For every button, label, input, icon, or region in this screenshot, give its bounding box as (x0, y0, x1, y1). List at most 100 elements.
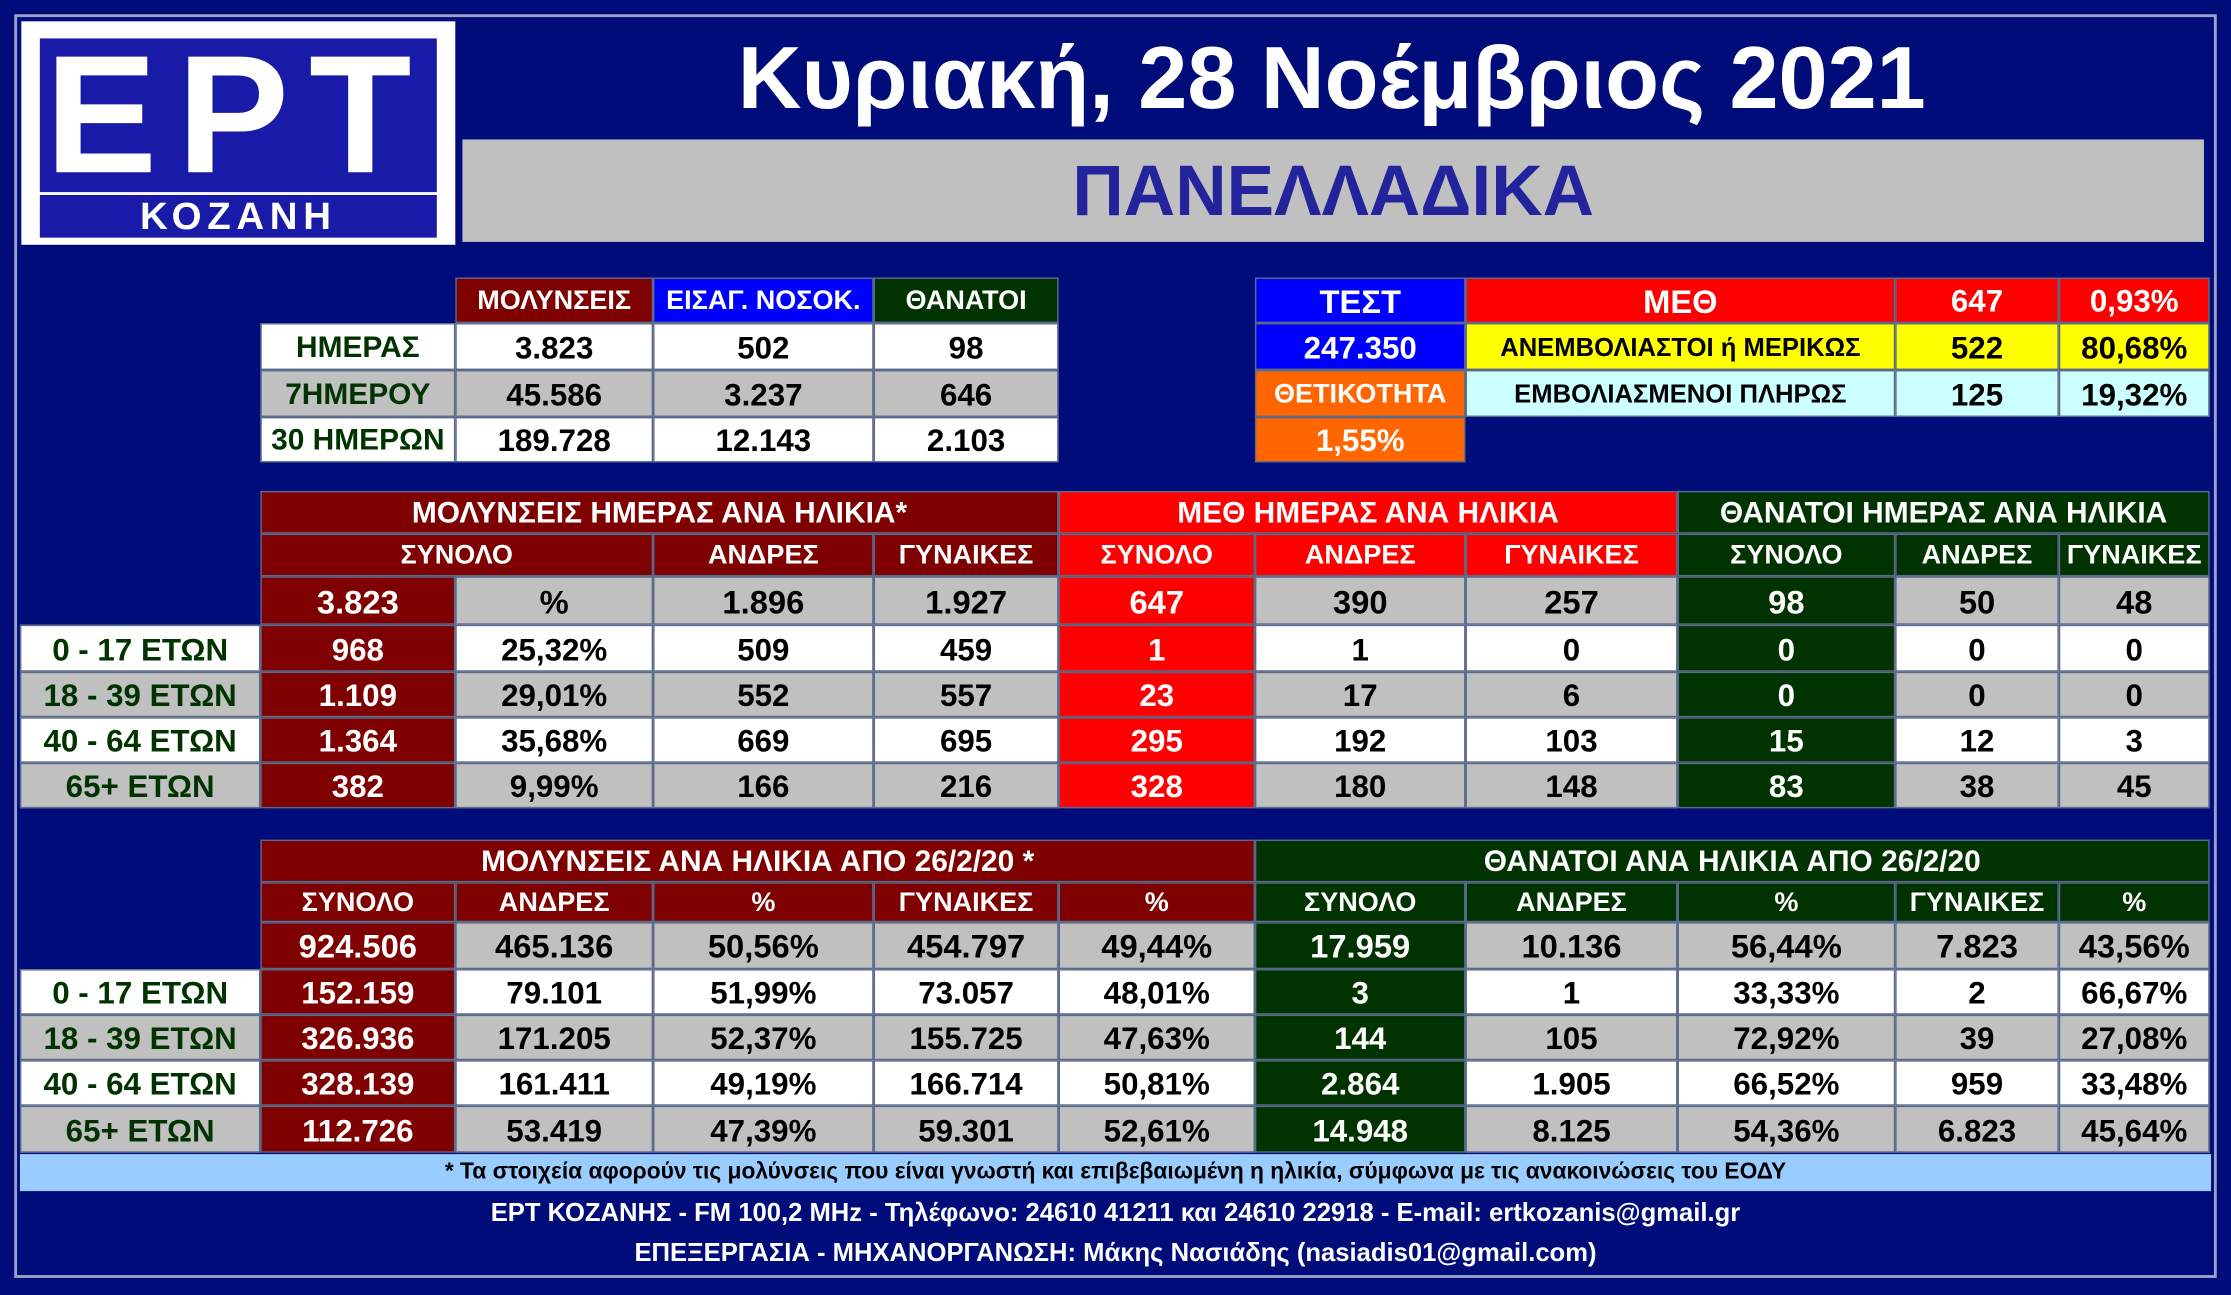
daily-value-cell: 180 (1254, 762, 1466, 809)
daily-value-cell: 166 (653, 762, 874, 809)
daily-value-cell: 328 (1058, 762, 1255, 809)
cumulative-value-cell: 73.057 (873, 969, 1059, 1015)
daily-age-label: 0 - 17 ΕΤΩΝ (19, 624, 261, 672)
daily-value-cell: 459 (873, 624, 1059, 672)
cumulative-value-cell: 161.411 (455, 1060, 654, 1106)
cumulative-total-cell: 17.959 (1254, 922, 1466, 970)
daily-value-cell: 17 (1254, 671, 1466, 718)
cumulative-value-cell: 27,08% (2058, 1014, 2210, 1061)
summary-header-cell: ΜΟΛΥΝΣΕΙΣ (455, 277, 654, 324)
icu-unvaccinated: 522 (1895, 323, 2059, 371)
daily-value-cell: 968 (260, 624, 456, 672)
daily-value-cell: 0 (1677, 671, 1896, 718)
daily-value-cell: 0 (1895, 671, 2059, 718)
daily-deaths-header: ΘΑΝΑΤΟΙ ΗΜΕΡΑΣ ΑΝΑ ΗΛΙΚΙΑ (1677, 490, 2210, 534)
daily-total-cell: 390 (1254, 576, 1466, 625)
cumulative-subheader-cell: ΣΥΝΟΛΟ (260, 882, 456, 923)
icu-vaccinated-label: ΕΜΒΟΛΙΑΣΜΕΝΟΙ ΠΛΗΡΩΣ (1465, 370, 1896, 417)
cumulative-value-cell: 52,37% (653, 1014, 874, 1061)
contact-line: ΕΡΤ ΚΟΖΑΝΗΣ - FM 100,2 MHz - Τηλέφωνο: 2… (490, 1198, 1741, 1227)
daily-value-cell: 552 (653, 671, 874, 718)
cumulative-value-cell: 1 (1465, 969, 1678, 1015)
credits-line: ΕΠΕΞΕΡΓΑΣΙΑ - ΜΗΧΑΝΟΡΓΑΝΩΣΗ: Μάκης Νασιά… (634, 1238, 1597, 1267)
cumulative-age-label: 65+ ΕΤΩΝ (19, 1105, 261, 1153)
icu-unvaccinated-pct: 80,68% (2058, 323, 2210, 371)
daily-sub-men: ΑΝΔΡΕΣ (653, 533, 874, 577)
icu-unvaccinated-label: ΑΝΕΜΒΟΛΙΑΣΤΟΙ ή ΜΕΡΙΚΩΣ (1465, 323, 1896, 371)
daily-value-cell: 192 (1254, 717, 1466, 763)
daily-age-label: 40 - 64 ΕΤΩΝ (19, 717, 261, 763)
cumulative-infections-header: ΜΟΛΥΝΣΕΙΣ ΑΝΑ ΗΛΙΚΙΑ ΑΠΟ 26/2/20 * (260, 839, 1255, 883)
cumulative-total-cell: 49,44% (1058, 922, 1255, 970)
cumulative-subheader-cell: ΑΝΔΡΕΣ (1465, 882, 1678, 923)
board-frame (14, 14, 2217, 1278)
cumulative-value-cell: 6.823 (1895, 1105, 2059, 1153)
test-value: 247.350 (1254, 323, 1466, 371)
summary-header-cell: ΘΑΝΑΤΟΙ (873, 277, 1059, 324)
cumulative-value-cell: 53.419 (455, 1105, 654, 1153)
cumulative-age-label: 40 - 64 ΕΤΩΝ (19, 1060, 261, 1106)
cumulative-value-cell: 171.205 (455, 1014, 654, 1061)
logo-sub-text: ΚΟΖΑΝΗ (39, 194, 437, 238)
icu-vaccinated-pct: 19,32% (2058, 370, 2210, 417)
positivity-value: 1,55% (1254, 416, 1466, 463)
cumulative-value-cell: 152.159 (260, 969, 456, 1015)
daily-value-cell: 45 (2058, 762, 2210, 809)
daily-value-cell: 1 (1058, 624, 1255, 672)
cumulative-value-cell: 326.936 (260, 1014, 456, 1061)
summary-value-cell: 502 (653, 323, 874, 371)
daily-value-cell: 83 (1677, 762, 1896, 809)
ert-kozani-logo: ΕΡΤ ΚΟΖΑΝΗ (21, 21, 456, 245)
summary-value-cell: 12.143 (653, 416, 874, 463)
summary-value-cell: 45.586 (455, 370, 654, 417)
cumulative-value-cell: 14.948 (1254, 1105, 1466, 1153)
icu-label: ΜΕΘ (1465, 277, 1896, 324)
summary-value-cell: 646 (873, 370, 1059, 417)
daily-icu-sub-women: ΓΥΝΑΙΚΕΣ (1465, 533, 1678, 577)
daily-icu-sub-men: ΑΝΔΡΕΣ (1254, 533, 1466, 577)
region-title: ΠΑΝΕΛΛΑΔΙΚΑ (462, 139, 2204, 242)
cumulative-value-cell: 51,99% (653, 969, 874, 1015)
cumulative-subheader-cell: % (1058, 882, 1255, 923)
cumulative-value-cell: 66,52% (1677, 1060, 1896, 1106)
cumulative-value-cell: 2.864 (1254, 1060, 1466, 1106)
summary-value-cell: 98 (873, 323, 1059, 371)
daily-value-cell: 509 (653, 624, 874, 672)
cumulative-value-cell: 47,39% (653, 1105, 874, 1153)
summary-value-cell: 189.728 (455, 416, 654, 463)
daily-total-cell: 98 (1677, 576, 1896, 625)
daily-total-cell: 257 (1465, 576, 1678, 625)
cumulative-value-cell: 959 (1895, 1060, 2059, 1106)
daily-value-cell: 15 (1677, 717, 1896, 763)
logo-main-text: ΕΡΤ (39, 31, 437, 199)
daily-value-cell: 669 (653, 717, 874, 763)
daily-death-sub-total: ΣΥΝΟΛΟ (1677, 533, 1896, 577)
summary-row-label: 30 ΗΜΕΡΩΝ (260, 416, 456, 463)
daily-total-cell: 647 (1058, 576, 1255, 625)
daily-sub-women: ΓΥΝΑΙΚΕΣ (873, 533, 1059, 577)
test-label: ΤΕΣΤ (1254, 277, 1466, 324)
summary-value-cell: 3.237 (653, 370, 874, 417)
daily-icu-header: ΜΕΘ ΗΜΕΡΑΣ ΑΝΑ ΗΛΙΚΙΑ (1058, 490, 1678, 534)
cumulative-value-cell: 79.101 (455, 969, 654, 1015)
cumulative-total-cell: 43,56% (2058, 922, 2210, 970)
cumulative-total-cell: 7.823 (1895, 922, 2059, 970)
daily-sub-total: ΣΥΝΟΛΟ (260, 533, 654, 577)
cumulative-value-cell: 105 (1465, 1014, 1678, 1061)
cumulative-total-cell: 465.136 (455, 922, 654, 970)
cumulative-value-cell: 50,81% (1058, 1060, 1255, 1106)
cumulative-value-cell: 45,64% (2058, 1105, 2210, 1153)
daily-value-cell: 1.364 (260, 717, 456, 763)
daily-value-cell: 0 (1465, 624, 1678, 672)
cumulative-value-cell: 155.725 (873, 1014, 1059, 1061)
summary-value-cell: 3.823 (455, 323, 654, 371)
footnote-text: * Τα στοιχεία αφορούν τις μολύνσεις που … (444, 1159, 1787, 1185)
report-date: Κυριακή, 28 Νοέμβριος 2021 (737, 29, 1926, 129)
cumulative-subheader-cell: % (2058, 882, 2210, 923)
cumulative-subheader-cell: ΑΝΔΡΕΣ (455, 882, 654, 923)
daily-total-cell: 3.823 (260, 576, 456, 625)
icu-total: 647 (1895, 277, 2059, 324)
daily-value-cell: 0 (1895, 624, 2059, 672)
footnote-bar: * Τα στοιχεία αφορούν τις μολύνσεις που … (19, 1154, 2212, 1192)
